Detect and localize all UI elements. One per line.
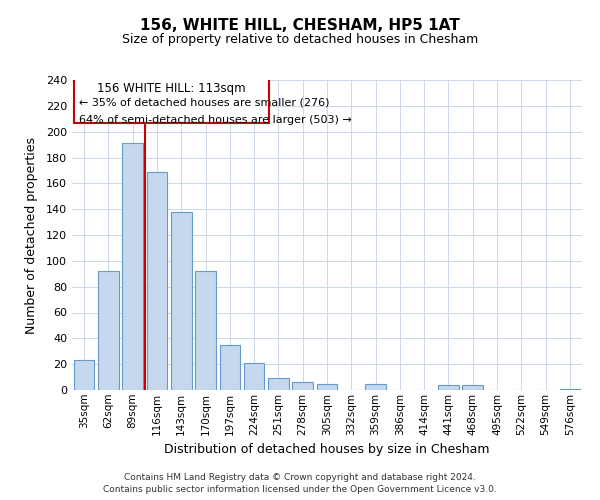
Text: Contains HM Land Registry data © Crown copyright and database right 2024.: Contains HM Land Registry data © Crown c… [124, 473, 476, 482]
Bar [292, 382, 313, 390]
Bar [268, 378, 289, 390]
Bar [171, 212, 191, 390]
Bar [195, 271, 216, 390]
Bar [244, 363, 265, 390]
Bar [220, 345, 240, 390]
Text: Contains public sector information licensed under the Open Government Licence v3: Contains public sector information licen… [103, 486, 497, 494]
Bar [438, 385, 459, 390]
Text: Size of property relative to detached houses in Chesham: Size of property relative to detached ho… [122, 32, 478, 46]
Bar [98, 271, 119, 390]
Text: 156 WHITE HILL: 113sqm: 156 WHITE HILL: 113sqm [97, 82, 245, 95]
Bar [560, 388, 580, 390]
Bar [146, 172, 167, 390]
Bar [317, 384, 337, 390]
Text: ← 35% of detached houses are smaller (276): ← 35% of detached houses are smaller (27… [79, 98, 329, 108]
Y-axis label: Number of detached properties: Number of detached properties [25, 136, 38, 334]
Bar [74, 360, 94, 390]
Text: 64% of semi-detached houses are larger (503) →: 64% of semi-detached houses are larger (… [79, 114, 352, 124]
X-axis label: Distribution of detached houses by size in Chesham: Distribution of detached houses by size … [164, 443, 490, 456]
FancyBboxPatch shape [74, 78, 269, 122]
Bar [122, 144, 143, 390]
Bar [365, 384, 386, 390]
Text: 156, WHITE HILL, CHESHAM, HP5 1AT: 156, WHITE HILL, CHESHAM, HP5 1AT [140, 18, 460, 32]
Bar [463, 385, 483, 390]
